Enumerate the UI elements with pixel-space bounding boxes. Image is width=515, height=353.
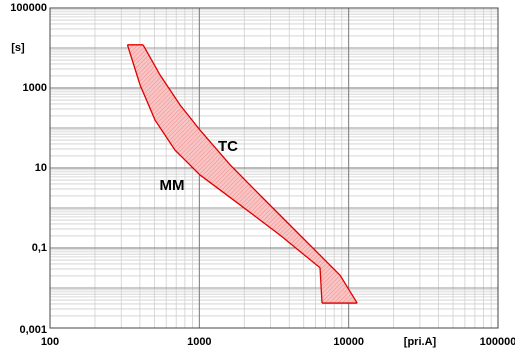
x-axis-label: [pri.A] bbox=[404, 336, 437, 348]
y-tick-label: 10 bbox=[35, 162, 47, 174]
y-tick-label: 100000 bbox=[10, 2, 47, 14]
curve-label: MM bbox=[160, 177, 185, 194]
curve-label: TC bbox=[218, 138, 238, 155]
x-tick-label: 100000 bbox=[480, 336, 515, 348]
band-fill bbox=[127, 44, 358, 304]
x-tick-label: 1000 bbox=[187, 336, 211, 348]
curve bbox=[126, 44, 323, 304]
curve bbox=[142, 44, 358, 304]
y-axis-label: [s] bbox=[11, 42, 25, 54]
x-tick-label: 10000 bbox=[333, 336, 364, 348]
y-tick-label: 1000 bbox=[23, 82, 47, 94]
plot-frame bbox=[49, 7, 499, 329]
y-tick-label: 0,1 bbox=[32, 242, 47, 254]
x-tick-label: 100 bbox=[41, 336, 59, 348]
y-tick-label: 0,001 bbox=[19, 324, 47, 336]
